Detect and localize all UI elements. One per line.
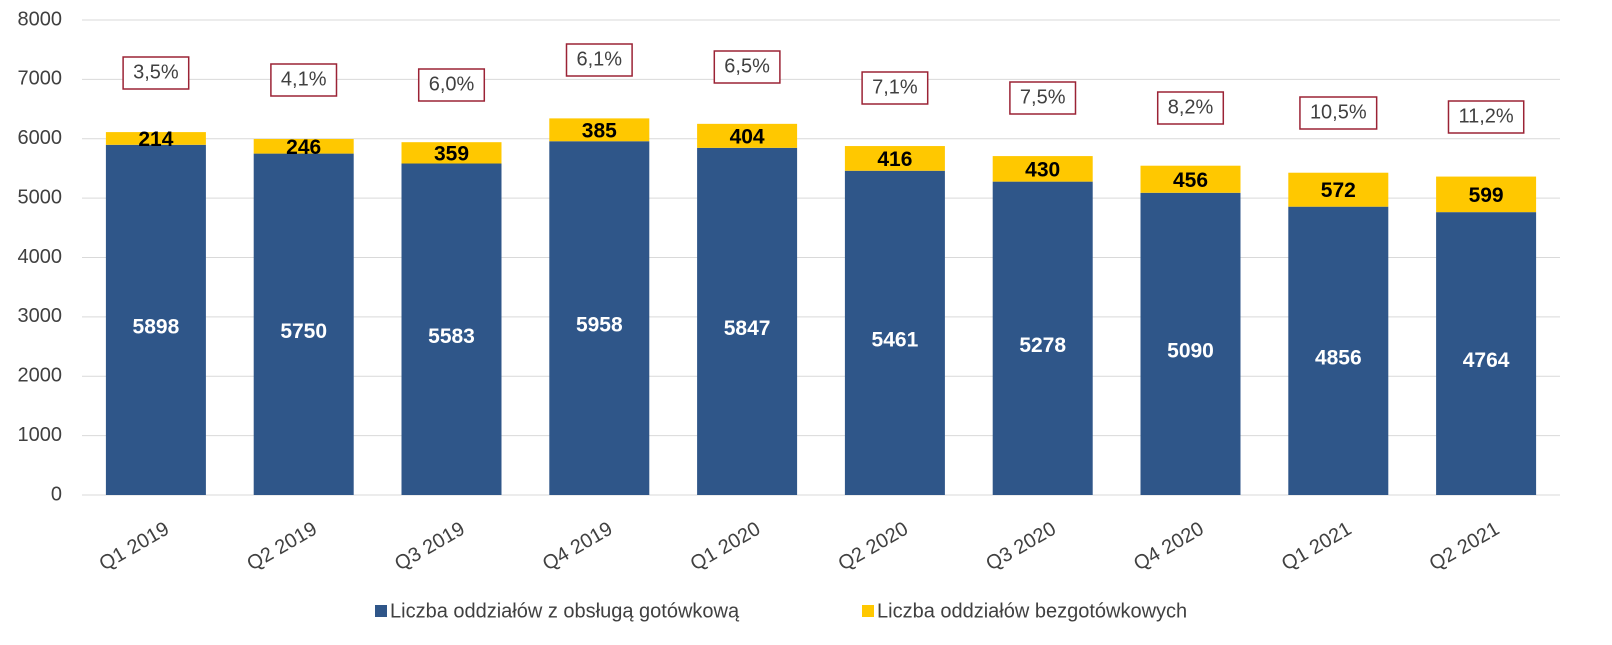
annotation-box [417, 68, 486, 102]
bar-segment [992, 156, 1093, 182]
annotation-label: 11,2% [1458, 105, 1513, 127]
bar-segment [253, 153, 354, 495]
legend-label: Liczba oddziałów bezgotówkowych [877, 600, 1187, 622]
bar-label: 214 [138, 128, 173, 151]
bar-label: 599 [1469, 184, 1504, 207]
legend-swatch [375, 605, 387, 617]
annotation-box [1009, 81, 1077, 115]
bar-label: 359 [434, 142, 469, 165]
y-tick-label: 8000 [18, 8, 63, 30]
annotation: 10,5% [1299, 96, 1378, 130]
annotation-box [270, 63, 338, 97]
bar-label: 246 [286, 136, 321, 159]
bar-segment [549, 118, 650, 142]
bar-segment [1140, 192, 1241, 495]
bar-label: 5090 [1167, 339, 1214, 362]
annotation: 4,1% [270, 63, 338, 97]
legend-swatch [862, 605, 874, 617]
bar-label: 5461 [872, 328, 919, 351]
bar-segment [105, 132, 206, 145]
bar-label: 4764 [1463, 349, 1510, 372]
x-tick-label: Q2 2021 [1426, 518, 1503, 575]
bar-segment [992, 181, 1093, 495]
bar-label: 4856 [1315, 346, 1362, 369]
bar-segment [105, 144, 206, 495]
bar-segment [1288, 206, 1389, 496]
bar-label: 572 [1321, 179, 1356, 202]
bar-label: 5898 [133, 315, 180, 338]
bar-segment [1436, 176, 1537, 213]
x-tick-label: Q1 2019 [96, 518, 173, 575]
bar-label: 416 [877, 148, 912, 171]
y-tick-label: 1000 [18, 424, 63, 446]
annotation-label: 10,5% [1310, 101, 1367, 123]
annotation: 6,1% [565, 43, 633, 77]
bar-label: 5278 [1019, 334, 1066, 357]
annotation-box [122, 56, 190, 90]
x-tick-label: Q4 2020 [1130, 518, 1207, 575]
bar-segment [1140, 165, 1241, 193]
annotation-box [713, 50, 781, 84]
bar-segment [549, 141, 650, 495]
annotation-label: 7,5% [1020, 86, 1066, 108]
bar-label: 456 [1173, 169, 1208, 192]
bar-label: 5750 [280, 320, 327, 343]
y-tick-label: 2000 [18, 365, 63, 387]
annotation-label: 6,1% [577, 48, 623, 70]
y-tick-label: 7000 [18, 68, 63, 90]
annotation: 11,2% [1447, 100, 1525, 134]
bar-segment [401, 142, 502, 164]
y-tick-label: 5000 [18, 186, 63, 208]
y-tick-label: 0 [51, 483, 62, 505]
annotation-label: 4,1% [281, 68, 327, 90]
x-tick-label: Q1 2020 [687, 518, 764, 575]
annotation-box [565, 43, 633, 77]
annotation-box [861, 71, 929, 105]
y-tick-label: 6000 [18, 127, 63, 149]
x-tick-label: Q3 2019 [391, 518, 468, 575]
annotation-box [1447, 100, 1525, 134]
annotation: 6,5% [713, 50, 781, 84]
bar-segment [844, 170, 945, 496]
annotation-box [1156, 91, 1225, 125]
x-tick-label: Q4 2019 [539, 518, 616, 575]
bar-label: 5958 [576, 314, 623, 337]
bar-segment [1436, 212, 1537, 495]
x-tick-label: Q2 2019 [243, 518, 320, 575]
y-tick-label: 3000 [18, 305, 63, 327]
x-tick-label: Q3 2020 [982, 518, 1059, 575]
bar-label: 430 [1025, 158, 1060, 181]
legend-label: Liczba oddziałów z obsługą gotówkową [390, 600, 740, 622]
annotation-label: 8,2% [1168, 96, 1214, 118]
bar-segment [697, 123, 798, 148]
bar-segment [253, 138, 354, 154]
annotation-label: 3,5% [133, 61, 179, 83]
bar-label: 404 [730, 125, 765, 148]
annotation: 6,0% [417, 68, 486, 102]
bar-label: 385 [582, 119, 617, 142]
bar-label: 5583 [428, 325, 475, 348]
x-tick-label: Q1 2021 [1278, 518, 1355, 575]
annotation-label: 7,1% [872, 76, 918, 98]
bar-segment [697, 147, 798, 495]
bar-segment [1288, 172, 1389, 207]
annotation-label: 6,5% [724, 55, 770, 77]
bar-segment [401, 163, 502, 495]
annotation: 8,2% [1156, 91, 1225, 125]
bar-segment [844, 146, 945, 171]
annotation-label: 6,0% [429, 73, 475, 95]
bar-label: 5847 [724, 317, 771, 340]
annotation: 7,5% [1009, 81, 1077, 115]
annotation: 3,5% [122, 56, 190, 90]
annotation-box [1299, 96, 1378, 130]
y-tick-label: 4000 [18, 246, 63, 268]
x-tick-label: Q2 2020 [835, 518, 912, 575]
annotation: 7,1% [861, 71, 929, 105]
